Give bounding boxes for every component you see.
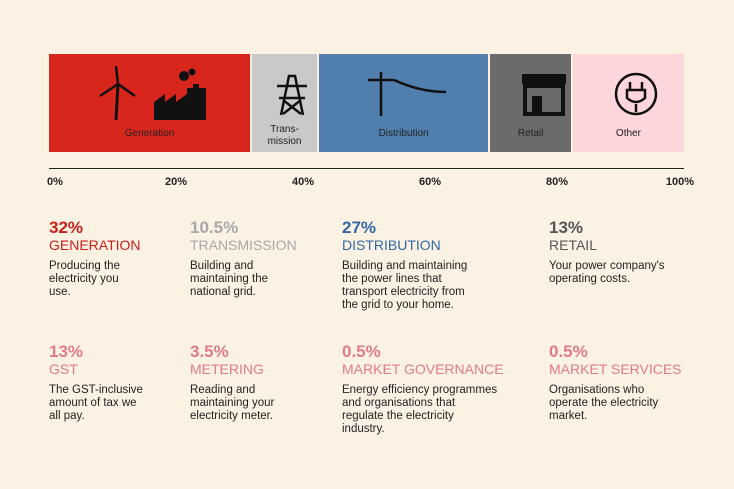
card-description: Building and maintaining the national grid… bbox=[190, 260, 370, 299]
card-description: Producing the electricity you use. bbox=[49, 260, 229, 299]
card-percent: 0.5% bbox=[342, 342, 381, 361]
card-percent: 0.5% bbox=[549, 342, 588, 361]
axis-line bbox=[49, 168, 684, 169]
info-card: 32% GENERATION Producing the electricity yo… bbox=[49, 219, 229, 299]
description-line: use. bbox=[49, 286, 71, 298]
x-tick-label: 20% bbox=[164, 176, 188, 188]
description-line: all pay. bbox=[49, 410, 85, 422]
description-line: electricity meter. bbox=[190, 410, 274, 422]
card-description: Organisations who operate the electricity… bbox=[549, 384, 729, 423]
description-line: maintaining your bbox=[190, 397, 275, 409]
card-percent: 27% bbox=[342, 218, 377, 237]
description-line: industry. bbox=[342, 423, 385, 435]
description-line: Reading and bbox=[190, 384, 256, 396]
pylon-icon bbox=[277, 74, 307, 116]
description-line: amount of tax we bbox=[49, 397, 137, 409]
description-line: Building and bbox=[190, 260, 254, 272]
info-card: 3.5% METERING Reading and maintaining your e… bbox=[190, 343, 370, 423]
card-title: MARKET GOVERNANCE bbox=[342, 361, 504, 377]
info-card: 13% GST The GST-inclusive amount of tax we a… bbox=[49, 343, 229, 423]
segment-label: Distribution bbox=[378, 128, 429, 139]
segment-label: Trans-mission bbox=[267, 124, 302, 147]
description-line: the grid to your home. bbox=[342, 299, 454, 311]
description-line: Energy efficiency programmes bbox=[342, 384, 498, 396]
card-description: The GST-inclusive amount of tax we all pay… bbox=[49, 384, 229, 423]
description-line: the power lines that bbox=[342, 273, 442, 285]
x-tick-label: 60% bbox=[418, 176, 442, 188]
description-line: operate the electricity bbox=[549, 397, 659, 409]
description-line: market. bbox=[549, 410, 588, 422]
card-title: GENERATION bbox=[49, 237, 141, 253]
description-line: operating costs. bbox=[549, 273, 631, 285]
info-card: 27% DISTRIBUTION Building and maintaining t… bbox=[342, 219, 522, 312]
card-percent: 13% bbox=[549, 218, 584, 237]
description-line: Organisations who bbox=[549, 384, 645, 396]
card-description: Your power company's operating costs. bbox=[549, 260, 729, 286]
info-card: 10.5% TRANSMISSION Building and maintaining… bbox=[190, 219, 370, 299]
description-line: Your power company's bbox=[549, 260, 665, 272]
info-card: 0.5% MARKET SERVICES Organisations who oper… bbox=[549, 343, 729, 423]
bar-segment: Trans-mission bbox=[252, 54, 317, 152]
card-title: TRANSMISSION bbox=[190, 237, 297, 253]
info-card: 0.5% MARKET GOVERNANCE Energy efficiency p… bbox=[342, 343, 522, 436]
bar-segment: Other bbox=[572, 54, 684, 152]
factory-icon bbox=[154, 68, 206, 120]
shop-icon bbox=[522, 74, 566, 116]
card-title: METERING bbox=[190, 361, 264, 377]
description-line: Building and maintaining bbox=[342, 260, 468, 272]
x-tick-label: 0% bbox=[47, 176, 63, 188]
card-title: GST bbox=[49, 361, 78, 377]
icons bbox=[99, 65, 658, 121]
power-pole-icon bbox=[368, 72, 447, 116]
description-line: The GST-inclusive bbox=[49, 384, 143, 396]
card-description: Building and maintaining the power lines … bbox=[342, 260, 522, 312]
info-card: 13% RETAIL Your power company's operating c… bbox=[549, 219, 729, 286]
x-tick-label: 40% bbox=[291, 176, 315, 188]
bar-segment: Distribution bbox=[318, 54, 489, 152]
card-percent: 32% bbox=[49, 218, 84, 237]
description-line: and organisations that bbox=[342, 397, 456, 409]
segment-label: Other bbox=[615, 128, 641, 139]
description-line: transport electricity from bbox=[342, 286, 465, 298]
description-line: national grid. bbox=[190, 286, 256, 298]
description-line: electricity you bbox=[49, 273, 119, 285]
bar-segment: Generation bbox=[49, 54, 251, 152]
segment-label: Generation bbox=[124, 128, 175, 139]
description-line: maintaining the bbox=[190, 273, 268, 285]
card-description: Reading and maintaining your electricity m… bbox=[190, 384, 370, 423]
card-title: DISTRIBUTION bbox=[342, 237, 441, 253]
card-description: Energy efficiency programmes and organisa… bbox=[342, 384, 522, 436]
description-line: regulate the electricity bbox=[342, 410, 454, 422]
x-tick-label: 80% bbox=[545, 176, 569, 188]
wind-turbine-icon bbox=[99, 65, 136, 121]
card-title: MARKET SERVICES bbox=[549, 361, 682, 377]
card-percent: 13% bbox=[49, 342, 84, 361]
card-title: RETAIL bbox=[549, 237, 597, 253]
bar-segment: Retail bbox=[490, 54, 571, 152]
segment-label: Retail bbox=[517, 128, 544, 139]
card-percent: 3.5% bbox=[190, 342, 229, 361]
card-percent: 10.5% bbox=[190, 218, 239, 237]
description-line: Producing the bbox=[49, 260, 120, 272]
x-tick-label: 100% bbox=[665, 176, 695, 188]
plug-icon bbox=[614, 72, 658, 116]
